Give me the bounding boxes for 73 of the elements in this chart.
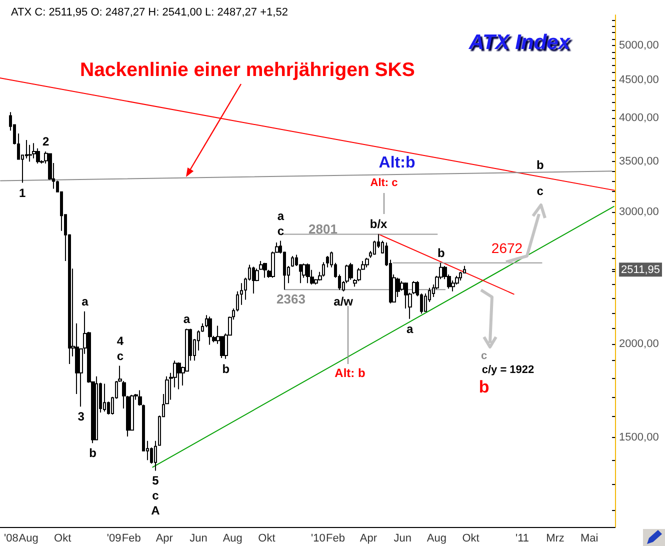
x-tick-label: '10 — [310, 532, 326, 544]
annotation: a — [277, 208, 284, 223]
annotation: 2 — [42, 134, 50, 149]
annotation: Alt: c — [370, 177, 398, 189]
x-tick-label: Apr — [156, 532, 174, 544]
annotation: a — [406, 322, 414, 336]
annotation: b — [222, 362, 230, 376]
annotation: a — [183, 312, 190, 326]
y-tick-label: 1500,00 — [619, 432, 659, 444]
y-tick-label: 4000,00 — [619, 112, 659, 124]
candlestick — [306, 263, 310, 284]
annotation: 2801 — [308, 222, 338, 236]
annotation: b — [478, 378, 490, 396]
annotation: c — [152, 488, 160, 503]
annotation: c — [277, 224, 284, 238]
candlestick — [154, 440, 157, 472]
annotation: c — [536, 184, 544, 198]
x-tick-label: Apr — [360, 532, 378, 544]
x-tick-label: Jun — [394, 532, 412, 544]
x-tick-label: Mai — [580, 532, 598, 544]
x-tick-label: '11 — [515, 532, 530, 544]
candlestick — [365, 257, 369, 268]
x-tick-label: Okt — [54, 532, 72, 544]
y-tick-label: 2000,00 — [619, 338, 659, 350]
annotation: 1 — [19, 186, 26, 200]
annotation: 5 — [152, 474, 160, 488]
y-tick-label: 5000,00 — [619, 39, 659, 52]
annotation: a/w — [334, 294, 354, 308]
text: ATX Index — [468, 31, 572, 54]
annotation: Nackenlinie einer mehrjährigen SKS — [80, 59, 415, 81]
candlestick — [263, 262, 267, 278]
chart-subtitle: ATX C: 2511,95 O: 2487,27 H: 2541,00 L: 2487,27 +1,52 — [11, 6, 288, 18]
x-tick-label: Feb — [326, 532, 345, 544]
x-tick-label: Aug — [222, 532, 242, 544]
x-tick-label: Jun — [190, 532, 208, 544]
annotation: b — [437, 246, 445, 260]
x-tick-label: '09 — [106, 532, 122, 544]
candlestick — [326, 255, 329, 268]
x-tick-label: Aug — [426, 532, 446, 544]
candlestick — [322, 262, 325, 277]
x-tick-label: Mrz — [546, 532, 564, 544]
candlestick — [252, 266, 255, 294]
candlestick — [201, 322, 204, 332]
candlestick — [177, 362, 181, 390]
y-tick-label: 3500,00 — [619, 156, 659, 168]
annotation: b — [89, 446, 96, 460]
annotation: Alt:b — [378, 154, 416, 172]
x-tick-label: '08 — [4, 532, 18, 544]
candlestick — [208, 316, 212, 346]
x-tick-label: Okt — [258, 532, 276, 544]
annotation: b — [536, 158, 544, 172]
x-tick-label: Okt — [462, 532, 480, 544]
annotation: b/x — [370, 217, 388, 232]
candlestick — [95, 376, 98, 440]
annotation: 2363 — [276, 292, 306, 306]
annotation: c/y = 1922 — [482, 364, 534, 376]
annotation: a — [82, 294, 89, 308]
x-tick-label: Aug — [18, 532, 38, 544]
annotation: 3 — [78, 410, 85, 424]
y-tick-label: 3000,00 — [619, 206, 659, 218]
x-tick-label: Feb — [122, 532, 141, 544]
y-tick-label: 2511,95 — [621, 264, 660, 276]
annotation: c — [480, 350, 488, 362]
candlestick — [349, 262, 353, 280]
candlestick — [103, 383, 106, 412]
y-tick-label: 4500,00 — [619, 74, 659, 86]
annotation: Alt: b — [334, 366, 366, 380]
annotation: c — [116, 348, 124, 363]
annotation: 4 — [116, 334, 124, 348]
candlestick — [291, 255, 294, 268]
candlestick — [28, 144, 32, 162]
annotation: A — [151, 504, 160, 518]
annotation: 2672 — [491, 240, 523, 256]
